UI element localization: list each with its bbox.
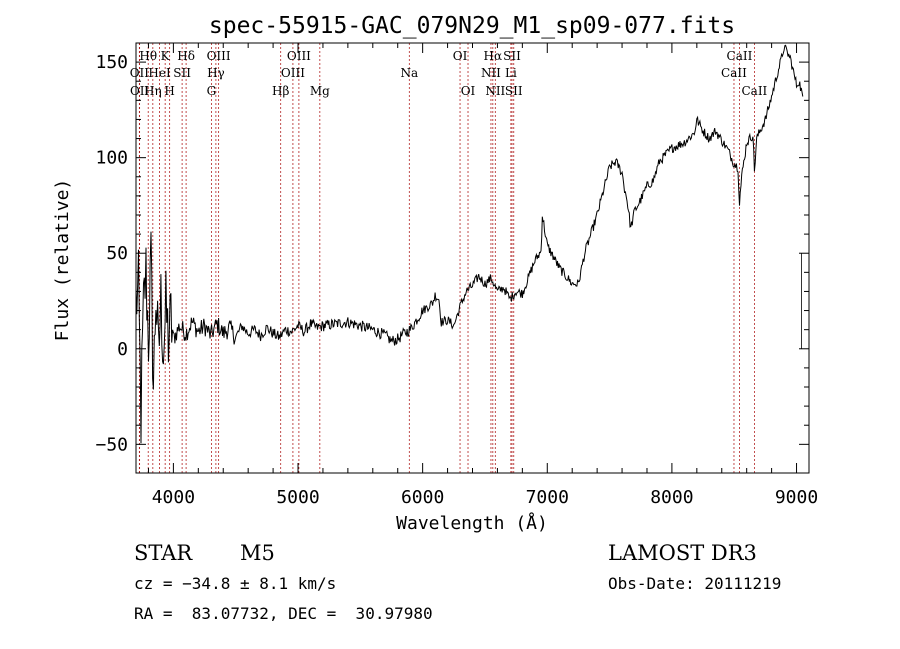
line-marker-label: G <box>207 84 217 98</box>
line-marker-label: OII <box>130 84 150 98</box>
line-marker-label: CaII <box>721 66 747 80</box>
object-type: STAR <box>134 541 193 565</box>
line-marker-label: NII <box>481 66 501 80</box>
x-tick-label: 8000 <box>650 487 693 508</box>
line-marker-label: SII <box>173 66 191 80</box>
line-marker-label: H <box>164 84 174 98</box>
y-tick-label: 0 <box>117 339 128 360</box>
x-tick-label: 4000 <box>152 487 195 508</box>
line-marker-label: OIII <box>281 66 305 80</box>
survey-name: LAMOST DR3 <box>608 541 757 565</box>
line-marker-label: Hη <box>144 84 162 98</box>
redshift-cz: cz = −34.8 ± 8.1 km/s <box>134 574 336 593</box>
line-marker-label: Na <box>400 66 418 80</box>
line-marker-label: Hβ <box>272 84 289 98</box>
coordinates: RA = 83.07732, DEC = 30.97980 <box>134 604 433 623</box>
line-marker-label: OII <box>130 66 150 80</box>
plot-frame <box>135 42 810 474</box>
x-tick-label: 7000 <box>526 487 569 508</box>
emission-line-markers <box>138 43 755 473</box>
emission-line-labels: HθOIIOIIHηHeIHKSIIHδGHγOIIIHβOIIIOIIIMgN… <box>130 49 768 98</box>
y-axis-label: Flux (relative) <box>52 179 73 342</box>
line-marker-label: OIII <box>287 49 311 63</box>
line-marker-label: OI <box>461 84 476 98</box>
line-marker-label: Hθ <box>139 49 157 63</box>
chart-title: spec-55915-GAC_079N29_M1_sp09-077.fits <box>209 13 735 39</box>
line-marker-label: HeI <box>148 66 171 80</box>
line-marker-label: Mg <box>310 84 330 98</box>
line-marker-label: OIII <box>207 49 231 63</box>
line-marker-label: SII <box>505 84 523 98</box>
x-tick-label: 5000 <box>276 487 319 508</box>
observation-date: Obs-Date: 20111219 <box>608 574 781 593</box>
line-marker-label: NII <box>485 84 505 98</box>
y-tick-label: 100 <box>95 148 128 169</box>
line-marker-label: Hα <box>484 49 503 63</box>
line-marker-label: SII <box>503 49 521 63</box>
line-marker-label: CaII <box>727 49 753 63</box>
line-marker-label: OI <box>453 49 468 63</box>
line-marker-label: CaII <box>741 84 767 98</box>
x-axis-label: Wavelength (Å) <box>396 512 548 534</box>
x-axis-ticks: 4000 5000 6000 7000 8000 9000 <box>147 43 818 508</box>
object-subclass: M5 <box>240 541 275 565</box>
x-tick-label: 9000 <box>775 487 818 508</box>
line-marker-label: Hδ <box>177 49 195 63</box>
y-tick-label: 150 <box>95 52 128 73</box>
line-marker-label: Li <box>505 66 517 80</box>
line-marker-label: Hγ <box>207 66 225 80</box>
y-tick-label: 50 <box>106 243 128 264</box>
y-tick-label: −50 <box>95 434 128 455</box>
line-marker-label: K <box>161 49 171 63</box>
x-tick-label: 6000 <box>401 487 444 508</box>
y-axis-ticks: −50 0 50 100 150 <box>95 42 809 455</box>
spectrum-line <box>135 44 804 444</box>
